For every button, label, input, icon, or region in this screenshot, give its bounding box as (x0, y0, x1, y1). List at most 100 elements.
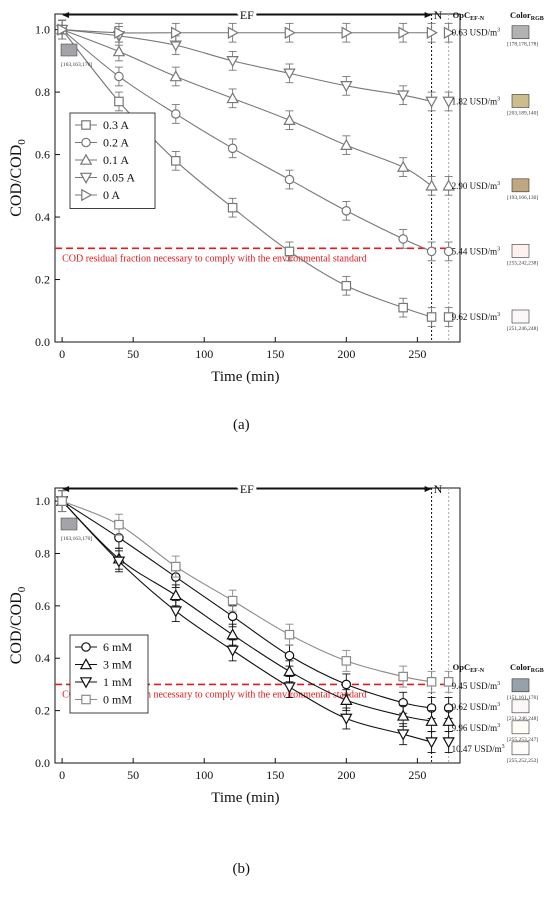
x-tick-label: 100 (195, 347, 213, 361)
legend-marker (81, 694, 91, 705)
cost-color-swatch (511, 178, 530, 193)
ef-arrow-head-right (424, 486, 432, 492)
data-point-0-4 (284, 246, 295, 257)
series-line-3 (61, 500, 432, 683)
cost-unit: USD/m (474, 744, 502, 754)
y-tick-label: 0.0 (35, 335, 50, 349)
color-header-main: Color (510, 662, 531, 672)
data-point-2-3 (226, 91, 239, 104)
ef-label: EF (240, 482, 254, 496)
data-point-2-6 (396, 160, 410, 172)
data-point-0-5 (341, 280, 352, 291)
x-tick-label: 200 (337, 768, 355, 782)
cost-unit-sup: 3 (497, 312, 500, 318)
cost-swatch-rgb: [251,246,248] (507, 716, 538, 722)
start-color-swatch (60, 517, 78, 531)
x-tick-label: 0 (59, 347, 65, 361)
data-point-1-2 (169, 588, 183, 601)
start-swatch-rgb: [163,163,170] (61, 536, 92, 542)
cost-value: 10.47 (452, 744, 473, 754)
data-point-3-5 (340, 81, 353, 93)
data-point-2-5 (340, 138, 353, 150)
n-label: N (434, 482, 443, 496)
y-axis-label-sub: 0 (16, 139, 28, 145)
cost-unit-sup: 3 (497, 246, 500, 252)
cost-value: 0.63 (452, 28, 468, 38)
color-header: ColorRGB (510, 662, 544, 674)
data-point-3-6 (398, 671, 408, 682)
legend-label: 0.05 A (103, 171, 135, 185)
cost-color-swatch (511, 741, 530, 756)
cost-swatch-rgb: [178,178,178] (507, 42, 538, 48)
data-point-1-5 (340, 693, 353, 705)
data-point-2-8 (442, 179, 455, 191)
cost-color-swatch (511, 244, 530, 258)
data-point-4-0 (57, 23, 69, 36)
color-header-sub: RGB (531, 16, 544, 22)
cost-color-swatch (511, 699, 530, 714)
cost-label: 10.47 USD/m3 (452, 744, 505, 754)
cost-swatch-rgb: [255,242,238] (507, 260, 538, 266)
opc-header-sub: EF-N (470, 668, 485, 674)
data-point-1-8 (443, 246, 454, 257)
data-point-3-3 (226, 56, 239, 68)
x-tick-label: 100 (195, 768, 213, 782)
data-point-2-2 (169, 70, 183, 82)
data-point-3-1 (114, 519, 124, 530)
data-point-0-4 (284, 650, 295, 661)
data-point-1-8 (442, 714, 455, 726)
data-point-2-5 (340, 713, 353, 725)
y-axis-label-sub: 0 (16, 586, 28, 592)
legend-marker (79, 153, 93, 165)
ef-arrow-head-left (62, 12, 70, 18)
data-point-3-4 (284, 629, 295, 640)
ef-label: EF (240, 8, 254, 22)
data-point-0-7 (426, 312, 437, 322)
data-point-2-7 (425, 179, 438, 191)
data-point-4-1 (114, 26, 126, 39)
y-axis-label-main: COD/COD (8, 592, 25, 664)
data-point-4-3 (227, 26, 240, 39)
legend-label: 3 mM (103, 658, 132, 672)
y-axis-label: COD/COD0 (8, 586, 28, 664)
data-point-1-3 (226, 628, 239, 640)
data-point-2-3 (226, 645, 239, 657)
cost-value: 9.62 (452, 312, 468, 322)
cost-value: 9.96 (452, 723, 468, 733)
cost-unit-sup: 3 (497, 181, 500, 187)
y-axis-label-main: COD/COD (8, 145, 25, 217)
opc-header-main: OpC (453, 10, 470, 20)
cost-color-swatch (511, 678, 530, 693)
cost-value: 5.44 (452, 246, 468, 256)
cost-label: 2.90 USD/m3 (452, 181, 501, 191)
data-point-0-3 (227, 202, 238, 213)
x-tick-label: 250 (408, 347, 426, 361)
x-tick-label: 150 (266, 347, 284, 361)
data-point-4-7 (426, 26, 439, 39)
legend-label: 0 mM (103, 693, 132, 707)
data-point-4-4 (284, 26, 296, 39)
data-point-1-1 (114, 71, 124, 82)
cost-value: 9.62 (452, 702, 468, 712)
start-swatch-rgb: [163,163,170] (61, 62, 92, 68)
data-point-0-2 (170, 156, 181, 166)
data-point-0-6 (398, 302, 408, 313)
cost-swatch-rgb: [151,161,170] (507, 695, 538, 701)
cost-label: 1.82 USD/m3 (452, 96, 501, 106)
data-point-1-4 (284, 174, 295, 185)
data-point-3-5 (341, 656, 352, 666)
data-point-2-6 (396, 729, 410, 741)
y-tick-label: 0.8 (35, 546, 50, 560)
cost-label: 9.96 USD/m3 (452, 723, 501, 733)
cost-color-swatch (511, 309, 530, 324)
color-header: ColorRGB (510, 10, 544, 22)
cost-label: 9.45 USD/m3 (452, 681, 501, 691)
data-point-3-6 (396, 90, 410, 102)
legend-label: 0.3 A (103, 118, 129, 132)
cost-value: 2.90 (452, 181, 468, 191)
data-point-1-6 (398, 234, 408, 244)
cost-swatch-rgb: [255,253,247] (507, 737, 538, 743)
data-point-0-5 (341, 679, 352, 690)
opc-header-sub: EF-N (470, 16, 485, 22)
